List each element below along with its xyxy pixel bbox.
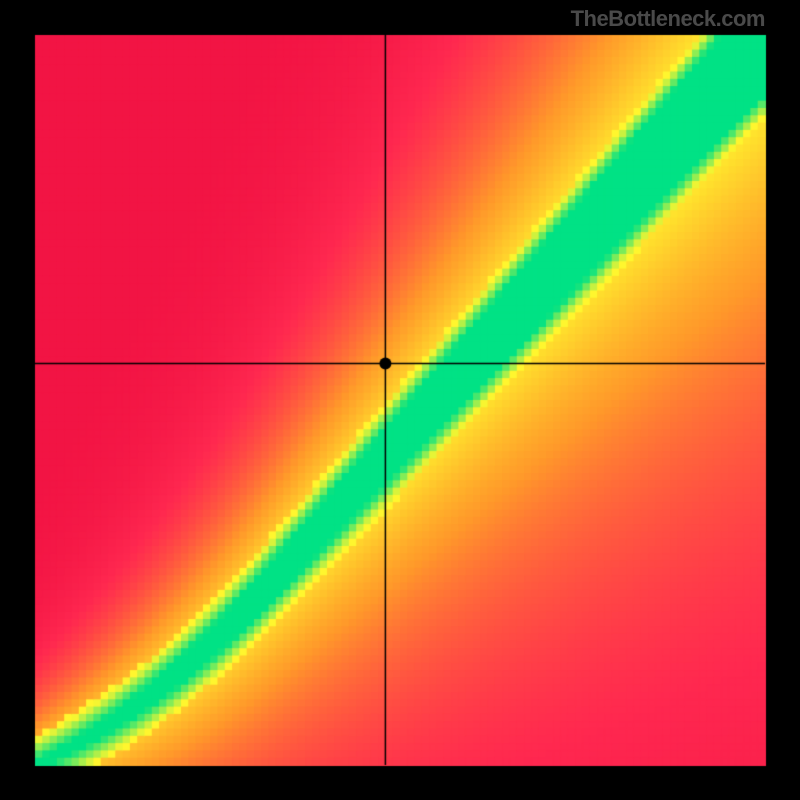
bottleneck-heatmap: [0, 0, 800, 800]
watermark-text: TheBottleneck.com: [571, 6, 765, 32]
chart-container: TheBottleneck.com: [0, 0, 800, 800]
